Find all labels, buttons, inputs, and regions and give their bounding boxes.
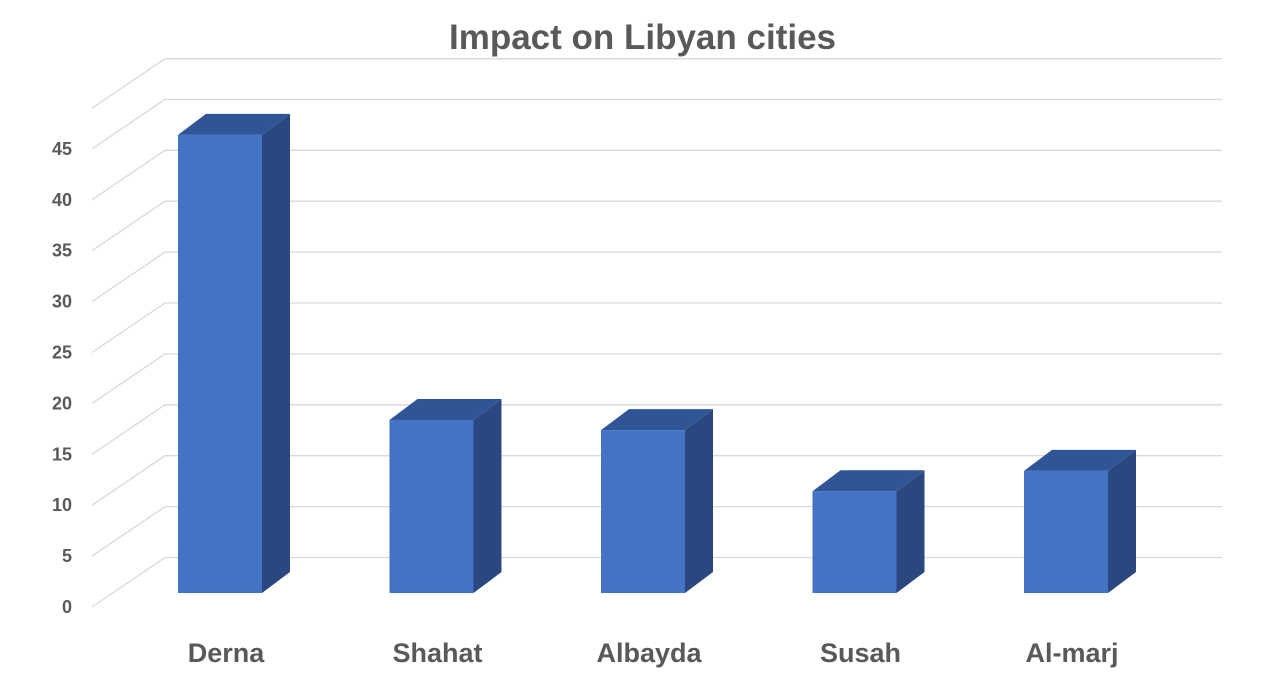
y-tick-label: 35 (52, 241, 72, 261)
bar-side (473, 398, 502, 593)
gridline-depth (91, 353, 166, 404)
bar (1024, 449, 1136, 593)
x-tick-label: Al-marj (1025, 638, 1118, 668)
gridline-depth (91, 251, 166, 303)
y-tick-label: 10 (52, 495, 72, 515)
bar-top (389, 398, 502, 420)
bar (389, 398, 502, 593)
y-tick-label: 30 (52, 292, 72, 312)
bar-front (1024, 470, 1108, 593)
gridline-depth (91, 58, 166, 109)
gridline-depth (91, 149, 166, 201)
bar-side (685, 409, 713, 593)
bar-top (178, 113, 290, 135)
gridline-depth (91, 302, 166, 354)
x-tick-label: Shahat (392, 638, 482, 668)
bar (601, 409, 713, 593)
bar (812, 470, 925, 593)
x-tick-label: Susah (820, 638, 901, 668)
bar-side (1108, 449, 1136, 593)
gridline-depth (91, 98, 166, 150)
bar-front (812, 491, 897, 593)
bar-top (1024, 449, 1136, 471)
bar-top (812, 470, 925, 492)
y-tick-label: 40 (52, 190, 72, 210)
bars (178, 113, 1136, 594)
y-tick-label: 25 (52, 343, 72, 363)
gridline-depth (91, 506, 166, 557)
gridline-depth (91, 556, 166, 608)
y-tick-label: 20 (52, 393, 72, 413)
y-tick-label: 45 (52, 139, 72, 159)
y-axis-ticks: 0 5 10 15 20 25 30 35 40 45 (52, 139, 72, 617)
bar-front (389, 419, 474, 593)
gridline-depth (91, 404, 166, 455)
gridline-depth (91, 200, 166, 252)
chart-title: Impact on Libyan cities (448, 18, 837, 57)
gridline-depth (91, 455, 166, 506)
bar-side (262, 113, 290, 594)
bar-front (601, 430, 685, 593)
bar-side (896, 470, 925, 593)
x-axis-labels: Derna Shahat Albayda Susah Al-marj (188, 638, 1119, 668)
x-tick-label: Albayda (596, 638, 702, 668)
bar (178, 113, 290, 594)
y-tick-label: 0 (62, 597, 72, 617)
bar-top (601, 409, 713, 431)
y-tick-label: 5 (62, 546, 72, 566)
bar-front (178, 134, 262, 593)
y-tick-label: 15 (52, 444, 72, 464)
x-tick-label: Derna (188, 638, 266, 668)
